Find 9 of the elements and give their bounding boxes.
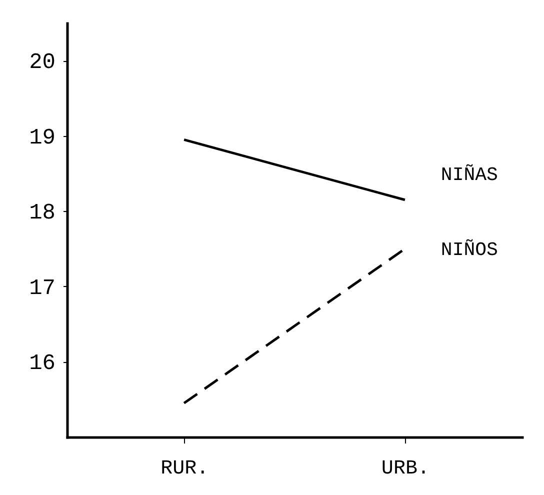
y-tick-label: 17 [29,276,56,301]
y-tick-label: 16 [29,351,56,376]
y-tick-label: 18 [29,200,56,226]
x-tick-label: RUR. [160,458,209,480]
text: NIÑAS [440,164,498,186]
series-label: NIÑOS [440,238,498,261]
y-tick-label: 19 [29,125,56,150]
y-tick-label: 20 [29,50,56,76]
x-tick-label: URB. [381,458,430,480]
